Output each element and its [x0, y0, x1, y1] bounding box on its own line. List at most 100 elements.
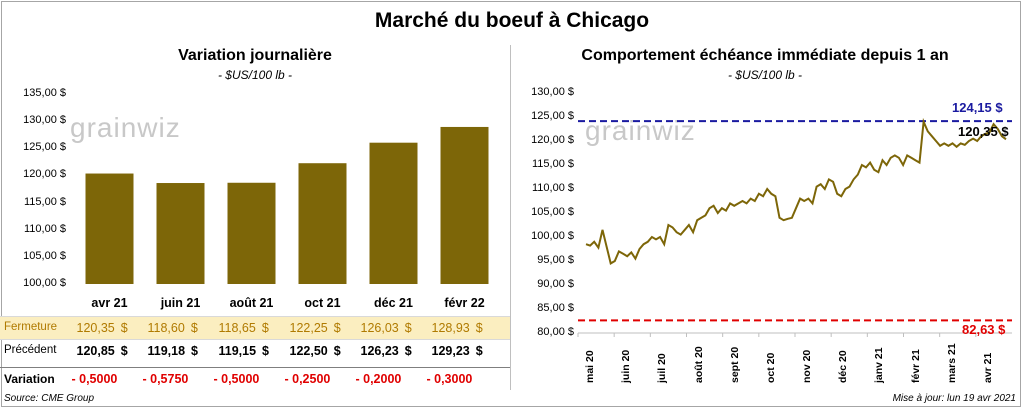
- table-cell: 122,50 $: [290, 344, 380, 358]
- cell-unit: $: [404, 344, 412, 358]
- cell-value: - 0,5000: [213, 372, 260, 386]
- x-tick-label: sept 20: [728, 346, 741, 383]
- table-cell: 120,35 $: [77, 321, 167, 335]
- x-tick-label: déc 20: [837, 350, 850, 383]
- left-title: Variation journalière: [178, 47, 332, 64]
- left-y-tick: 130,00 $: [23, 114, 66, 127]
- update-note: Mise à jour: lun 19 avr 2021: [892, 393, 1016, 404]
- cell-unit: $: [191, 344, 198, 358]
- left-y-tick: 105,00 $: [23, 249, 66, 262]
- main-title: Marché du boeuf à Chicago: [374, 9, 650, 32]
- table-cell: 122,25 $: [290, 321, 380, 335]
- table-cell: 118,60 $: [148, 321, 238, 335]
- annotation-low: 82,63 $: [962, 322, 1006, 338]
- cell-unit: $: [475, 321, 483, 335]
- annotation-last: 120,35 $: [958, 124, 1009, 140]
- left-y-tick: 110,00 $: [23, 222, 66, 235]
- cell-value: 118,65: [218, 321, 256, 335]
- left-y-tick: 125,00 $: [23, 141, 66, 154]
- row-label: Précédent: [4, 344, 57, 356]
- table-cell: 128,93 $: [432, 321, 522, 335]
- table-cell: 129,23 $: [432, 344, 522, 358]
- cell-value: 129,23: [431, 344, 470, 358]
- cell-value: - 0,2500: [284, 372, 331, 386]
- left-y-tick: 115,00 $: [23, 195, 66, 208]
- right-y-tick: 110,00 $: [531, 182, 574, 194]
- table-cell: 119,18 $: [148, 344, 238, 358]
- cell-unit: $: [120, 344, 128, 358]
- table-cell: 126,23 $: [361, 344, 451, 358]
- cell-value: 120,35: [76, 321, 115, 335]
- annotation-high: 124,15 $: [952, 100, 1003, 116]
- cell-value: - 0,5750: [142, 372, 189, 386]
- table-cell: 119,15 $: [219, 344, 309, 358]
- table-cell: 126,03 $: [361, 321, 451, 335]
- cell-unit: $: [404, 321, 412, 335]
- right-title: Comportement échéance immédiate depuis 1…: [581, 47, 949, 64]
- x-tick-label: oct 20: [764, 352, 777, 383]
- right-y-tick: 125,00 $: [531, 110, 574, 122]
- right-subtitle: - $US/100 lb -: [727, 68, 803, 82]
- right-y-tick: 85,00 $: [537, 302, 574, 314]
- cell-value: - 0,2000: [355, 372, 402, 386]
- x-category: oct 21: [304, 296, 341, 310]
- table-cell: - 0,5750: [143, 372, 233, 386]
- x-tick-label: août 20: [692, 346, 705, 383]
- x-tick-label: mai 20: [584, 350, 596, 383]
- cell-unit: $: [475, 344, 483, 358]
- x-tick-label: juin 20: [620, 349, 633, 383]
- left-subtitle: - $US/100 lb -: [217, 68, 293, 82]
- left-y-tick: 135,00 $: [23, 87, 66, 99]
- x-category: déc 21: [374, 296, 413, 310]
- cell-value: 128,93: [431, 321, 470, 335]
- cell-unit: $: [262, 344, 269, 358]
- table-cell: - 0,5000: [72, 372, 162, 386]
- table-cell: - 0,2500: [285, 372, 375, 386]
- bar: [298, 163, 347, 284]
- row-label: Variation: [4, 372, 55, 386]
- x-tick-label: nov 20: [801, 349, 813, 383]
- right-y-tick: 95,00 $: [537, 254, 574, 266]
- right-y-tick: 120,00 $: [531, 134, 574, 146]
- x-tick-label: avr 21: [981, 352, 994, 383]
- x-tick-label: févr 21: [909, 349, 922, 383]
- right-y-tick: 130,00 $: [531, 86, 574, 98]
- table-cell: 120,85 $: [77, 344, 167, 358]
- row-label: Fermeture: [4, 321, 58, 333]
- right-y-tick: 80,00 $: [537, 326, 574, 338]
- cell-value: 119,18: [147, 344, 186, 358]
- table-cell: - 0,3000: [427, 372, 517, 386]
- table-row: Précédent 120,85 $119,18 $119,15 $122,50 $126…: [0, 340, 510, 362]
- x-category: févr 22: [444, 296, 485, 310]
- right-y-tick: 90,00 $: [537, 278, 574, 290]
- table-cell: 118,65 $: [219, 321, 309, 335]
- cell-unit: $: [333, 344, 341, 358]
- bar: [85, 173, 134, 284]
- right-y-tick: 100,00 $: [531, 230, 574, 242]
- x-tick-label: janv 21: [873, 347, 886, 383]
- bar: [440, 126, 489, 284]
- right-y-tick: 115,00 $: [531, 158, 574, 170]
- cell-value: 122,50: [289, 344, 328, 358]
- cell-value: - 0,3000: [426, 372, 473, 386]
- panel-divider: [510, 45, 511, 390]
- table-cell: - 0,5000: [214, 372, 304, 386]
- cell-value: 118,60: [147, 321, 185, 335]
- x-tick-label: mars 21: [945, 343, 958, 383]
- x-tick-label: juil 20: [656, 353, 669, 383]
- bar: [156, 183, 205, 284]
- x-category: avr 21: [91, 296, 128, 310]
- cell-value: 126,03: [360, 321, 399, 335]
- bar: [227, 182, 276, 284]
- bar-chart: [85, 126, 489, 284]
- cell-value: 120,85: [76, 344, 115, 358]
- x-category: juin 21: [160, 296, 201, 310]
- x-category: août 21: [229, 296, 274, 310]
- cell-value: 122,25: [289, 321, 328, 335]
- price-line: [585, 117, 1007, 265]
- cell-value: 126,23: [360, 344, 399, 358]
- table-row: Fermeture 120,35 $118,60 $118,65 $122,25 $126…: [0, 316, 510, 340]
- cell-unit: $: [190, 321, 198, 335]
- cell-value: - 0,5000: [71, 372, 118, 386]
